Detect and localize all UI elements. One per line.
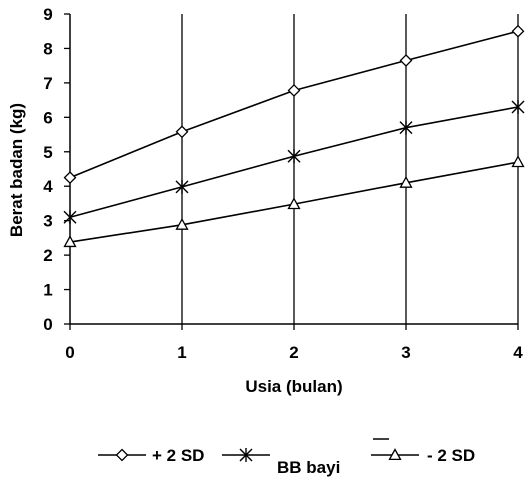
x-tick-label-2: 2: [289, 343, 298, 362]
legend-label-2: - 2 SD: [427, 446, 475, 465]
legend-item-1: BB bayi: [222, 448, 340, 477]
y-tick-label-7: 7: [43, 74, 52, 93]
y-tick-label-1: 1: [43, 281, 52, 300]
x-axis-title: Usia (bulan): [245, 377, 342, 396]
x-tick-label-0: 0: [65, 343, 74, 362]
series-2-point-2: [287, 197, 301, 210]
series-1-point-0: [63, 210, 77, 225]
vertical-gridlines: [181, 14, 519, 324]
legend-item-0: + 2 SD: [98, 446, 204, 465]
axes: [64, 13, 519, 330]
legend-marker-2: [388, 448, 402, 461]
legend-label-1: BB bayi: [277, 458, 340, 477]
legend-item-2: - 2 SD: [371, 446, 475, 465]
legend-marker-0: [115, 448, 129, 462]
series-0-point-4: [511, 24, 525, 38]
series-0-point-3: [399, 54, 413, 67]
series-2-point-4: [511, 155, 525, 168]
series-0-point-2: [287, 84, 301, 97]
y-tick-label-6: 6: [43, 108, 52, 127]
legend-label-0: + 2 SD: [152, 446, 204, 465]
series-0-point-0: [63, 171, 77, 185]
legend-marker-1: [239, 448, 253, 462]
series-2-point-1: [175, 217, 189, 230]
y-tick-label-9: 9: [43, 5, 52, 24]
series-1-point-4: [511, 100, 525, 114]
x-tick-label-1: 1: [177, 343, 186, 362]
series-2-point-0: [63, 235, 77, 248]
y-tick-label-8: 8: [43, 39, 52, 58]
legend: + 2 SD BB bayi - 2 SD: [98, 438, 475, 477]
x-tick-label-3: 3: [401, 343, 410, 362]
y-tick-label-2: 2: [43, 246, 52, 265]
y-tick-label-5: 5: [43, 143, 52, 162]
y-tick-label-0: 0: [43, 315, 52, 334]
series-2-point-3: [399, 175, 413, 188]
series-1-point-2: [287, 149, 301, 164]
y-axis-title: Berat badan (kg): [7, 103, 26, 237]
series-1-point-3: [399, 120, 413, 135]
y-tick-label-4: 4: [43, 177, 53, 196]
series-0-point-1: [175, 125, 189, 139]
x-tick-label-4: 4: [513, 343, 523, 362]
y-tick-label-3: 3: [43, 212, 52, 231]
tick-labels: 0 1 2 3 4 5 6 7 8 9 0 1 2 3 4: [43, 5, 523, 362]
series-markers: [63, 24, 525, 248]
series-1-point-1: [175, 179, 189, 194]
